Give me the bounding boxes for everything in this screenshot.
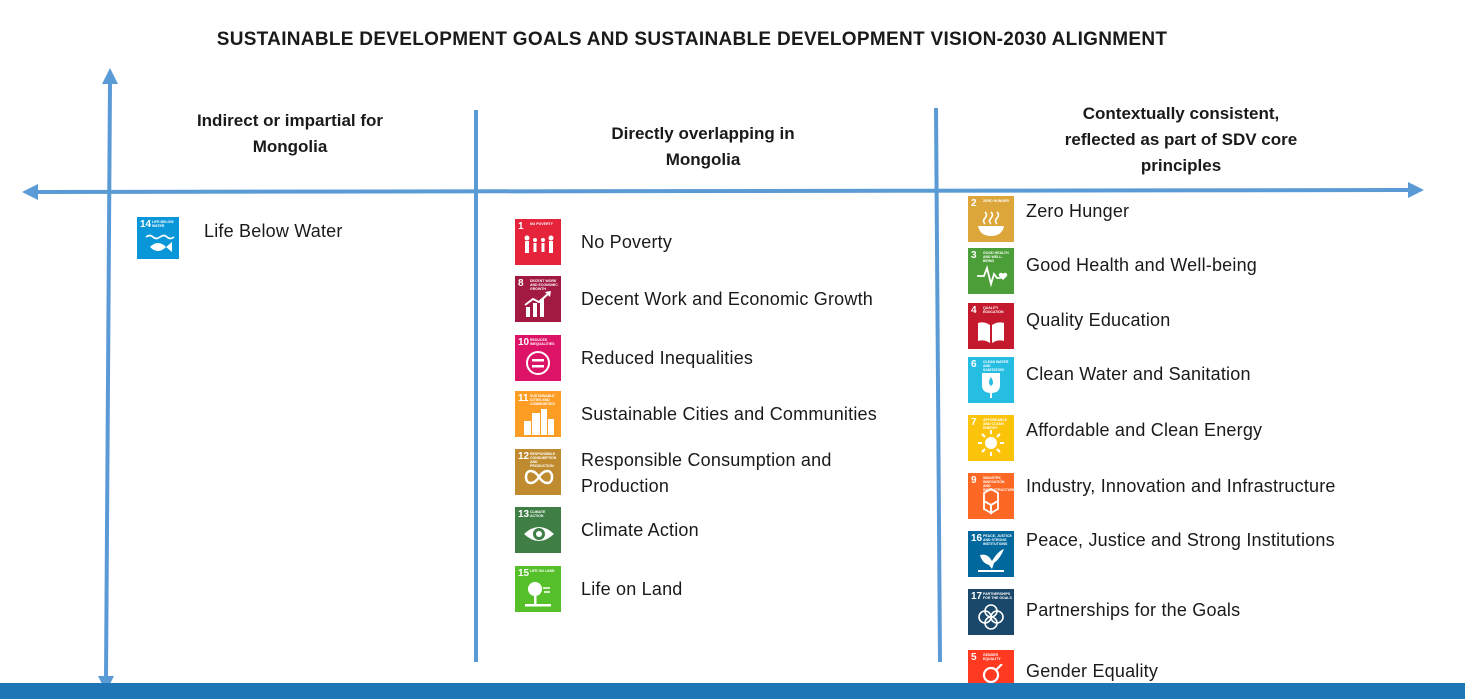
sdg-label-3: Good Health and Well-being xyxy=(1026,255,1258,275)
vertical-axis xyxy=(104,81,112,679)
sdg-tile-10: 10 REDUCED INEQUALITIES xyxy=(515,335,561,381)
sdg-label-13: Climate Action xyxy=(581,520,699,540)
dove-icon xyxy=(978,549,1004,572)
axis-arrow-left-icon xyxy=(22,184,38,200)
sdg-tile-15: 15 LIFE ON LAND xyxy=(515,566,561,612)
sdg-label-16: Peace, Justice and Strong Institutions xyxy=(1026,530,1335,550)
sdg-item-13: 13 CLIMATE ACTION Climate Action xyxy=(515,507,699,553)
sdg-label-10: Reduced Inequalities xyxy=(581,348,754,368)
horizontal-axis xyxy=(35,188,1411,194)
sdg-label-11: Sustainable Cities and Communities xyxy=(581,404,877,424)
sdg-tile-6: 6 CLEAN WATER AND SANITATION xyxy=(968,357,1014,403)
sdg-label-17: Partnerships for the Goals xyxy=(1026,600,1241,620)
sdg-label-9: Industry, Innovation and Infrastructure xyxy=(1026,476,1336,496)
tree-icon xyxy=(525,582,551,607)
sdg-tile-3: 3 GOOD HEALTH AND WELL-BEING xyxy=(968,248,1014,294)
sdg-item-2: 2 ZERO HUNGER Zero Hunger xyxy=(968,196,1129,242)
growth-chart-icon xyxy=(524,291,551,317)
sdg-tile-17: 17 PARTNERSHIPS FOR THE GOALS xyxy=(968,589,1014,635)
family-icon xyxy=(524,235,554,253)
sdg-item-8: 8 DECENT WORK AND ECONOMIC GROWTH Decent… xyxy=(515,276,873,322)
sdg-tile-14: 14 LIFE BELOW WATER xyxy=(137,217,179,259)
eye-globe-icon xyxy=(524,527,554,541)
diagram-title: SUSTAINABLE DEVELOPMENT GOALS AND SUSTAI… xyxy=(216,29,1168,50)
column-heading-indirect: Indirect or impartial for Mongolia xyxy=(196,111,384,156)
sdg-tile-7: 7 AFFORDABLE AND CLEAN ENERGY xyxy=(968,415,1014,461)
sdg-item-15: 15 LIFE ON LAND Life on Land xyxy=(515,566,683,612)
sdg-label-7: Affordable and Clean Energy xyxy=(1026,420,1263,440)
sun-icon xyxy=(978,430,1004,456)
sdg-tile-4: 4 QUALITY EDUCATION xyxy=(968,303,1014,349)
sdg-item-6: 6 CLEAN WATER AND SANITATION Clean Water… xyxy=(968,357,1251,403)
water-drop-icon xyxy=(982,373,1000,398)
rings-icon xyxy=(978,604,1004,630)
sdg-label-15: Life on Land xyxy=(581,579,683,599)
heartbeat-icon xyxy=(977,264,1008,288)
sdg-tile-13: 13 CLIMATE ACTION xyxy=(515,507,561,553)
sdg-item-3: 3 GOOD HEALTH AND WELL-BEING Good Health… xyxy=(968,248,1257,294)
column-heading-direct: Directly overlapping in Mongolia xyxy=(611,124,795,169)
sdg-item-12: 12 RESPONSIBLE CONSUMPTION AND PRODUCTIO… xyxy=(515,449,881,499)
sdg-item-10: 10 REDUCED INEQUALITIES Reduced Inequali… xyxy=(515,335,753,381)
footer-bar xyxy=(0,683,1465,699)
sdg-label-2: Zero Hunger xyxy=(1026,201,1130,221)
sdg-tile-1: 1 NO POVERTY xyxy=(515,219,561,265)
sdg-tile-9: 9 INDUSTRY, INNOVATION AND INFRASTRUCTUR… xyxy=(968,473,1014,519)
sdg-item-17: 17 PARTNERSHIPS FOR THE GOALS Partnershi… xyxy=(968,589,1240,635)
sdg-item-7: 7 AFFORDABLE AND CLEAN ENERGY Affordable… xyxy=(968,415,1262,461)
sdg-item-16: 16 PEACE, JUSTICE AND STRONG INSTITUTION… xyxy=(968,530,1335,577)
cubes-icon xyxy=(983,487,999,515)
sdg-label-14: Life Below Water xyxy=(204,221,343,241)
sdg-label-1: No Poverty xyxy=(581,232,673,252)
sdg-item-9: 9 INDUSTRY, INNOVATION AND INFRASTRUCTUR… xyxy=(968,473,1336,519)
column-heading-contextual: Contextually consistent, reflected as pa… xyxy=(1064,104,1298,175)
axis-arrow-right-icon xyxy=(1408,182,1424,198)
sdg-tile-11: 11 SUSTAINABLE CITIES AND COMMUNITIES xyxy=(515,391,561,437)
axis-arrow-up-icon xyxy=(102,68,118,84)
sdg-item-14: 14 LIFE BELOW WATER Life Below Water xyxy=(137,217,343,259)
column-divider-2 xyxy=(934,107,942,663)
fish-icon xyxy=(145,234,175,252)
sdg-label-12: Responsible Consumption and Production xyxy=(581,450,832,496)
sdg-tile-2: 2 ZERO HUNGER xyxy=(968,196,1014,242)
sdg-item-11: 11 SUSTAINABLE CITIES AND COMMUNITIES Su… xyxy=(515,391,877,437)
sdg-label-5: Gender Equality xyxy=(1026,661,1159,681)
book-icon xyxy=(978,322,1004,343)
sdg-tile-12: 12 RESPONSIBLE CONSUMPTION AND PRODUCTIO… xyxy=(515,449,561,495)
infinity-icon xyxy=(524,469,554,485)
buildings-icon xyxy=(524,409,554,435)
equals-icon xyxy=(526,351,550,375)
sdg-label-6: Clean Water and Sanitation xyxy=(1026,364,1251,384)
sdg-tile-16: 16 PEACE, JUSTICE AND STRONG INSTITUTION… xyxy=(968,531,1014,577)
sdg-label-4: Quality Education xyxy=(1026,310,1171,330)
bowl-icon xyxy=(978,211,1004,236)
sdg-label-8: Decent Work and Economic Growth xyxy=(581,289,873,309)
sdg-item-1: 1 NO POVERTY No Poverty xyxy=(515,219,672,265)
sdg-tile-8: 8 DECENT WORK AND ECONOMIC GROWTH xyxy=(515,276,561,322)
sdg-item-4: 4 QUALITY EDUCATION Quality Education xyxy=(968,303,1170,349)
